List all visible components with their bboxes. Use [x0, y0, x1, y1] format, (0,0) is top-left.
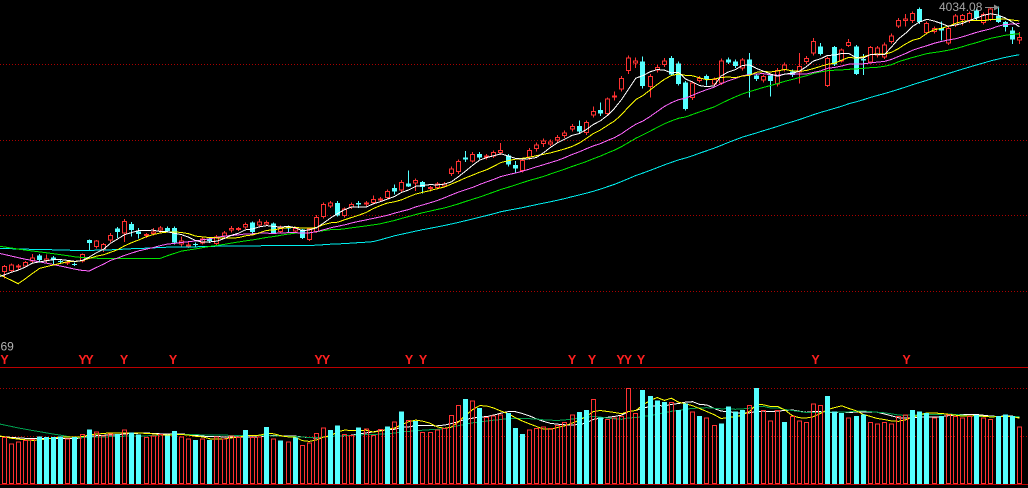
svg-text:Y: Y — [0, 353, 9, 367]
svg-text:Y: Y — [902, 353, 911, 367]
svg-text:Y: Y — [588, 353, 597, 367]
svg-text:Y: Y — [811, 353, 820, 367]
svg-text:Y: Y — [85, 353, 94, 367]
svg-text:Y: Y — [405, 353, 414, 367]
svg-text:Y: Y — [169, 353, 178, 367]
svg-text:Y: Y — [419, 353, 428, 367]
svg-text:Y: Y — [78, 353, 87, 367]
svg-text:Y: Y — [322, 353, 331, 367]
svg-text:69: 69 — [1, 340, 15, 354]
svg-text:Y: Y — [568, 353, 577, 367]
svg-text:Y: Y — [637, 353, 646, 367]
svg-text:4034.08: 4034.08 — [939, 0, 983, 14]
svg-text:Y: Y — [624, 353, 633, 367]
svg-text:Y: Y — [616, 353, 625, 367]
svg-text:Y: Y — [120, 353, 129, 367]
svg-text:Y: Y — [314, 353, 323, 367]
